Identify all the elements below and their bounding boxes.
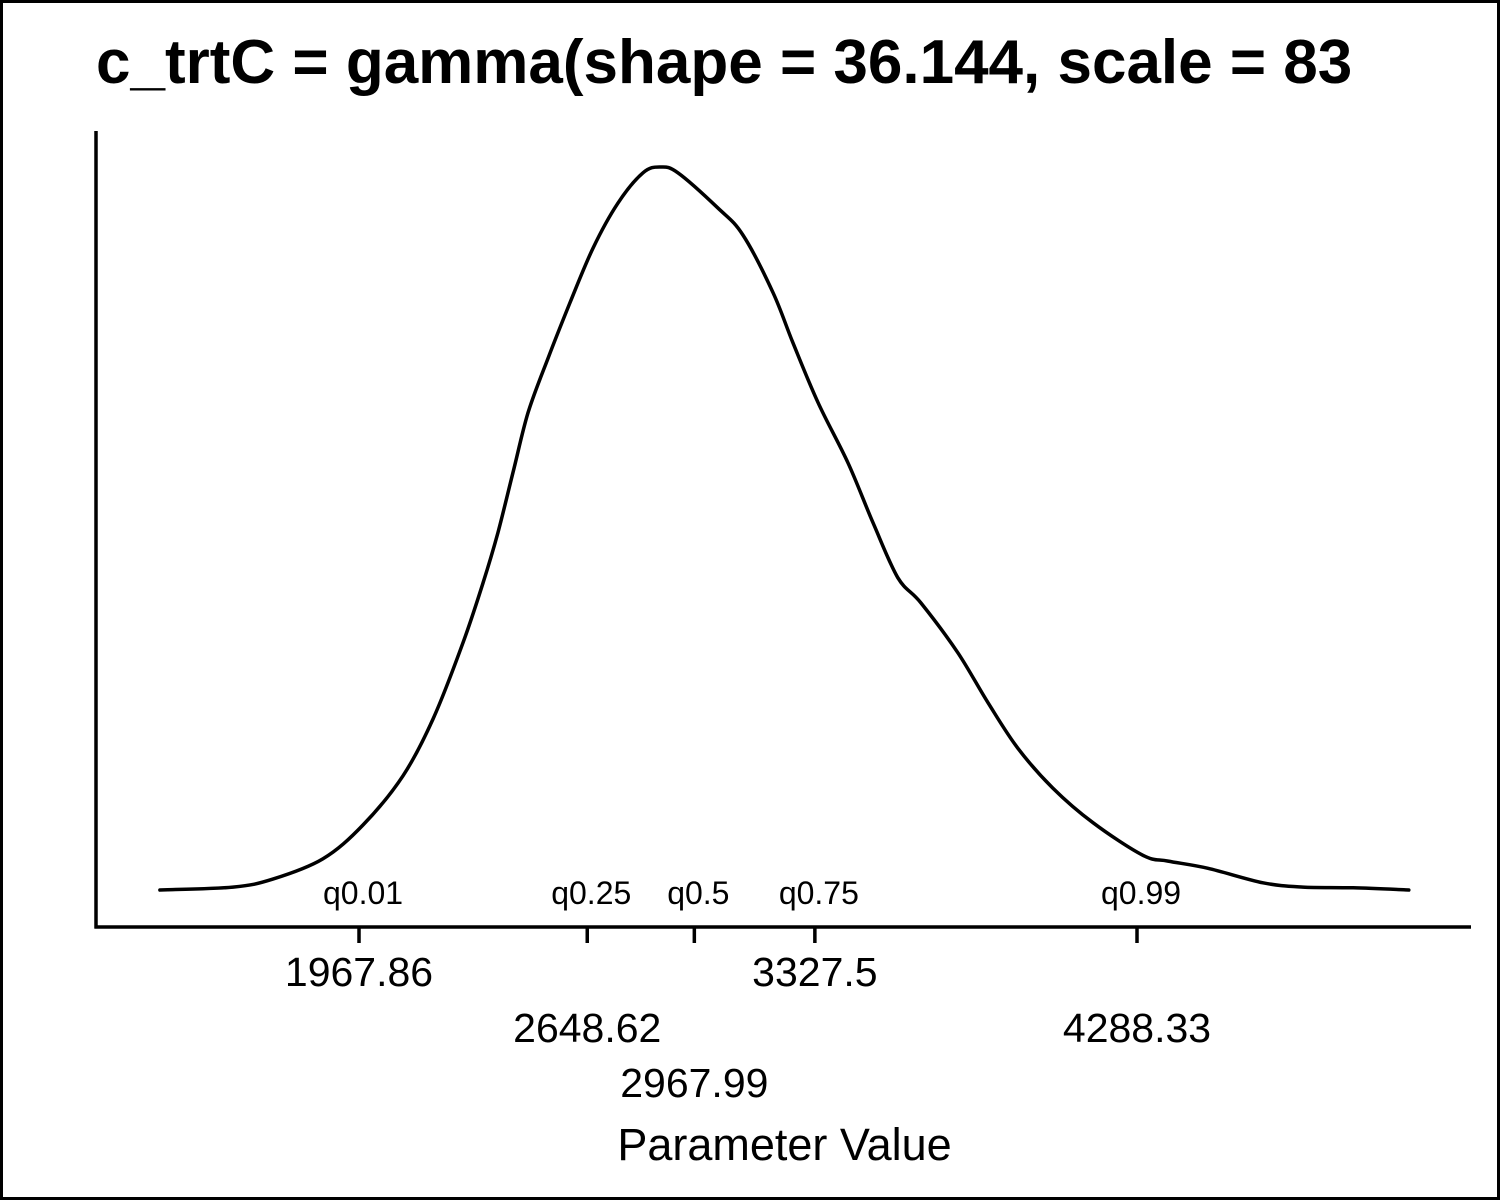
quantile-label: q0.75 bbox=[779, 875, 859, 911]
chart-title: c_trtC = gamma(shape = 36.144, scale = 8… bbox=[96, 28, 1352, 97]
x-axis-title: Parameter Value bbox=[617, 1119, 951, 1170]
quantile-label: q0.01 bbox=[323, 875, 403, 911]
x-tick-label: 2967.99 bbox=[620, 1060, 768, 1106]
x-tick-label: 1967.86 bbox=[285, 949, 433, 995]
density-chart: c_trtC = gamma(shape = 36.144, scale = 8… bbox=[94, 28, 1471, 1170]
quantile-markers: q0.01 1967.86 q0.25 2648.62 q0.5 2967.99 q0.75… bbox=[285, 875, 1211, 1106]
x-tick-label: 3327.5 bbox=[752, 949, 877, 995]
density-curve bbox=[158, 165, 1411, 892]
quantile-label: q0.5 bbox=[667, 875, 729, 911]
quantile-label: q0.99 bbox=[1101, 875, 1181, 911]
x-tick-label: 4288.33 bbox=[1063, 1005, 1211, 1051]
x-tick-label: 2648.62 bbox=[513, 1005, 661, 1051]
quantile-label: q0.25 bbox=[551, 875, 631, 911]
